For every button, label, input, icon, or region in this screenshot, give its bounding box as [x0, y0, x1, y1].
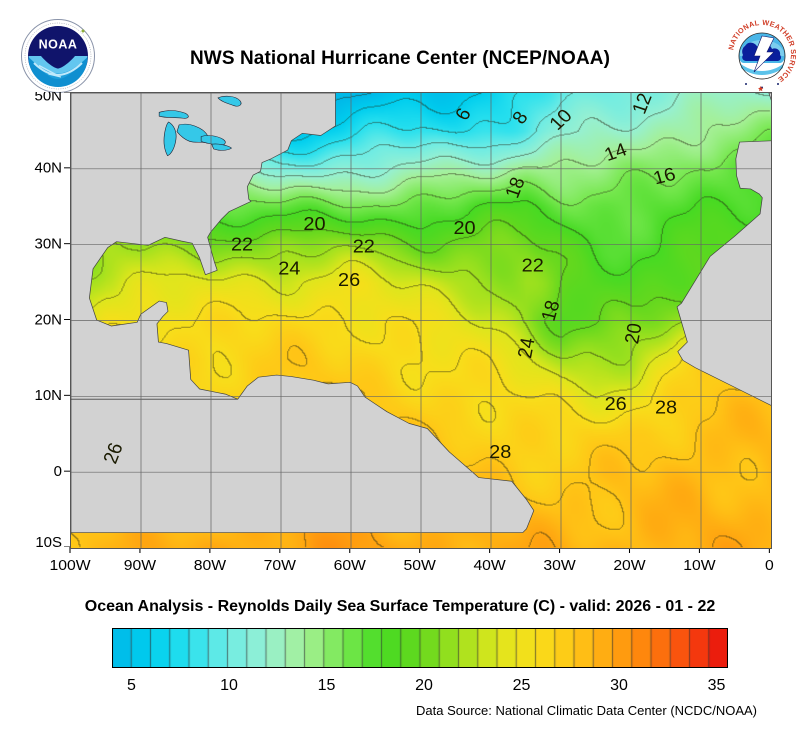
- svg-text:30W: 30W: [543, 557, 576, 574]
- svg-text:24: 24: [514, 336, 539, 360]
- svg-text:20: 20: [621, 322, 646, 346]
- svg-text:20N: 20N: [35, 313, 62, 329]
- svg-text:22: 22: [353, 237, 375, 257]
- svg-text:22: 22: [231, 235, 253, 255]
- svg-text:35: 35: [708, 677, 726, 694]
- svg-text:18: 18: [502, 175, 530, 201]
- svg-text:50W: 50W: [404, 557, 437, 574]
- svg-text:60W: 60W: [334, 557, 367, 574]
- svg-text:40N: 40N: [35, 161, 62, 177]
- svg-text:12: 12: [629, 93, 657, 117]
- svg-text:25: 25: [513, 677, 531, 694]
- svg-text:16: 16: [651, 164, 678, 189]
- svg-text:10S: 10S: [35, 535, 62, 547]
- svg-text:20: 20: [303, 215, 325, 235]
- svg-text:26: 26: [338, 271, 360, 291]
- svg-text:20W: 20W: [613, 557, 646, 574]
- svg-text:20: 20: [415, 677, 433, 694]
- svg-text:0: 0: [54, 464, 62, 480]
- svg-text:100W: 100W: [49, 557, 91, 574]
- svg-text:30: 30: [610, 677, 628, 694]
- svg-text:24: 24: [278, 259, 301, 279]
- svg-text:6: 6: [452, 105, 476, 124]
- svg-text:50N: 50N: [35, 92, 62, 105]
- svg-text:40W: 40W: [473, 557, 506, 574]
- svg-text:20: 20: [453, 219, 475, 239]
- svg-text:22: 22: [522, 256, 544, 276]
- svg-text:28: 28: [489, 443, 511, 463]
- svg-text:26: 26: [605, 395, 627, 415]
- svg-text:15: 15: [318, 677, 336, 694]
- svg-text:5: 5: [127, 677, 136, 694]
- svg-text:28: 28: [655, 398, 677, 418]
- svg-text:8: 8: [509, 108, 533, 128]
- svg-text:10: 10: [546, 106, 577, 135]
- svg-text:10N: 10N: [35, 388, 62, 404]
- svg-text:90W: 90W: [124, 557, 157, 574]
- svg-text:70W: 70W: [264, 557, 297, 574]
- svg-text:0: 0: [765, 557, 774, 574]
- svg-text:10: 10: [220, 677, 238, 694]
- svg-text:14: 14: [602, 140, 631, 166]
- svg-text:80W: 80W: [194, 557, 227, 574]
- svg-text:10W: 10W: [683, 557, 716, 574]
- svg-text:30N: 30N: [35, 237, 62, 253]
